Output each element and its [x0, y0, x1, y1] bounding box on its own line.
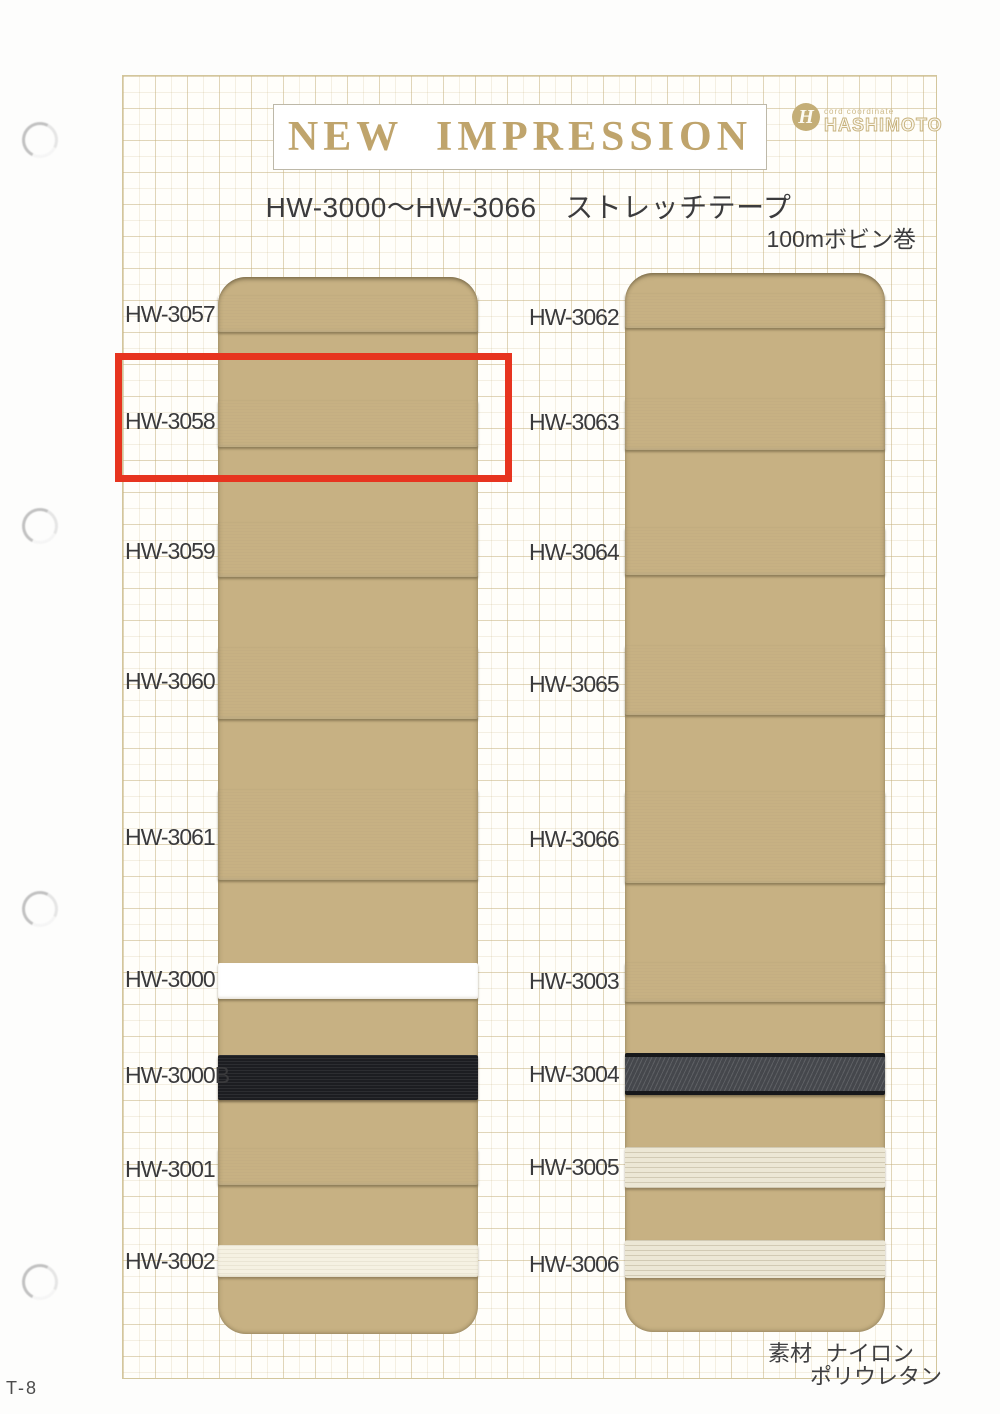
binder-hole [17, 117, 63, 163]
tape-sample-hw-3061 [218, 789, 478, 880]
hashimoto-logo: H cord coordinate HASHIMOTO [792, 103, 943, 134]
sample-label-hw-3000b: HW-3000B [125, 1062, 230, 1088]
page-title: NEW IMPRESSION [287, 114, 753, 160]
title-box: NEW IMPRESSION [273, 104, 767, 170]
sample-label-hw-3066: HW-3066 [529, 826, 620, 852]
sample-label-hw-3002: HW-3002 [125, 1248, 216, 1274]
tape-sample-hw-3000b [218, 1055, 478, 1100]
logo-text: cord coordinate HASHIMOTO [824, 103, 943, 134]
tape-sample-hw-3066 [625, 791, 885, 883]
tape-sample-hw-3062 [625, 293, 885, 328]
sample-label-hw-3057: HW-3057 [125, 301, 216, 327]
logo-brand: HASHIMOTO [824, 115, 943, 135]
tape-sample-hw-3000 [218, 963, 478, 999]
tape-sample-hw-3060 [218, 647, 478, 719]
material-value-1: ナイロン [826, 1341, 915, 1366]
sample-label-hw-3060: HW-3060 [125, 668, 216, 694]
tape-sample-hw-3003 [625, 962, 885, 1002]
sample-label-hw-3003: HW-3003 [529, 968, 620, 994]
sample-label-hw-3000: HW-3000 [125, 966, 216, 992]
tape-sample-hw-3005 [625, 1147, 885, 1188]
logo-tagline: cord coordinate [824, 107, 895, 116]
tape-sample-hw-3001 [218, 1148, 478, 1185]
sample-label-hw-3061: HW-3061 [125, 824, 216, 850]
tape-sample-hw-3059 [218, 522, 478, 577]
sample-label-hw-3058: HW-3058 [125, 408, 216, 434]
logo-monogram-icon: H [792, 103, 820, 131]
page-code: T-8 [6, 1378, 39, 1398]
sample-label-hw-3001: HW-3001 [125, 1156, 216, 1182]
sample-label-hw-3059: HW-3059 [125, 538, 216, 564]
tape-sample-hw-3058 [218, 400, 478, 447]
tape-sample-hw-3065 [625, 645, 885, 715]
sample-label-hw-3063: HW-3063 [529, 409, 620, 435]
highlight-box [115, 353, 512, 482]
sample-label-hw-3004: HW-3004 [529, 1061, 620, 1087]
bobbin-note: 100mボビン巻 [766, 226, 916, 252]
binder-hole [17, 503, 63, 549]
product-range-subtitle: HW-3000〜HW-3066 ストレッチテープ [265, 192, 792, 223]
binder-hole [17, 1259, 63, 1305]
sample-label-hw-3006: HW-3006 [529, 1251, 620, 1277]
tape-sample-hw-3004 [625, 1053, 885, 1095]
material-value-2: ポリウレタン [810, 1364, 943, 1389]
material-label: 素材 [768, 1341, 813, 1366]
tape-sample-hw-3064 [625, 527, 885, 575]
tape-sample-hw-3006 [625, 1240, 885, 1278]
tape-sample-hw-3057 [218, 295, 478, 332]
binder-hole [17, 886, 63, 932]
material-line: 素材 ナイロン [768, 1336, 914, 1368]
sample-label-hw-3062: HW-3062 [529, 304, 620, 330]
sample-label-hw-3005: HW-3005 [529, 1154, 620, 1180]
sample-label-hw-3064: HW-3064 [529, 539, 620, 565]
tape-sample-hw-3002 [218, 1245, 478, 1277]
sample-label-hw-3065: HW-3065 [529, 671, 620, 697]
sample-board-left [218, 277, 478, 1334]
tape-sample-hw-3063 [625, 398, 885, 450]
